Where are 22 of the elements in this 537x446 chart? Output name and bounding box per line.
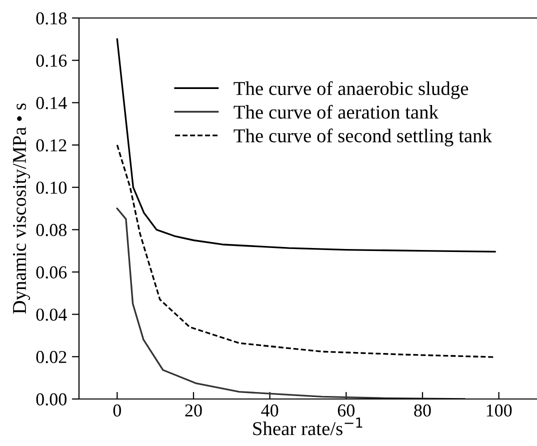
x-tick-label: 80 bbox=[414, 404, 431, 417]
y-tick-label: 0.06 bbox=[36, 266, 67, 279]
y-tick-label: 0.16 bbox=[36, 54, 67, 67]
y-tick-label: 0.04 bbox=[36, 308, 67, 321]
x-tick-label: 100 bbox=[486, 404, 512, 417]
y-tick-label: 0.10 bbox=[36, 182, 67, 194]
x-tick-label: 40 bbox=[261, 404, 278, 417]
x-tick-label: 60 bbox=[338, 404, 355, 417]
x-axis-title: Shear rate/s$^{−1}$ bbox=[253, 418, 362, 436]
legend-label: The curve of second settling tank bbox=[234, 128, 492, 146]
x-tick-label: 0 bbox=[113, 404, 121, 417]
legend-label: The curve of anaerobic sludge bbox=[234, 81, 468, 100]
y-axis-title: Dynamic viscosity/MPa • s bbox=[12, 103, 30, 314]
y-tick-label: 0.00 bbox=[36, 393, 67, 406]
y-tick-label: 0.02 bbox=[36, 350, 66, 364]
y-tick-label: 0.12 bbox=[36, 139, 66, 152]
line-series bbox=[116, 208, 466, 399]
y-tick-label: 0.18 bbox=[36, 12, 67, 25]
legend-label: The curve of aeration tank bbox=[234, 104, 439, 119]
y-tick-label: 0.14 bbox=[36, 96, 67, 110]
x-tick-label: 20 bbox=[185, 404, 202, 417]
y-tick-label: 0.08 bbox=[36, 224, 67, 236]
